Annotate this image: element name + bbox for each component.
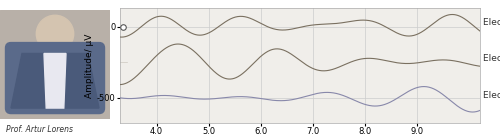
Circle shape bbox=[36, 15, 74, 52]
X-axis label: Time/ms: Time/ms bbox=[281, 139, 320, 140]
Text: Electrode Channel 3: Electrode Channel 3 bbox=[482, 54, 500, 63]
Polygon shape bbox=[44, 53, 66, 108]
FancyBboxPatch shape bbox=[6, 43, 104, 114]
Text: Prof. Artur Lorens: Prof. Artur Lorens bbox=[6, 125, 72, 134]
Y-axis label: Amplitude/ μV: Amplitude/ μV bbox=[86, 34, 94, 98]
Polygon shape bbox=[11, 53, 99, 108]
Text: Electrode Channel 1: Electrode Channel 1 bbox=[482, 18, 500, 27]
Text: Electrode Channel 5: Electrode Channel 5 bbox=[482, 91, 500, 100]
